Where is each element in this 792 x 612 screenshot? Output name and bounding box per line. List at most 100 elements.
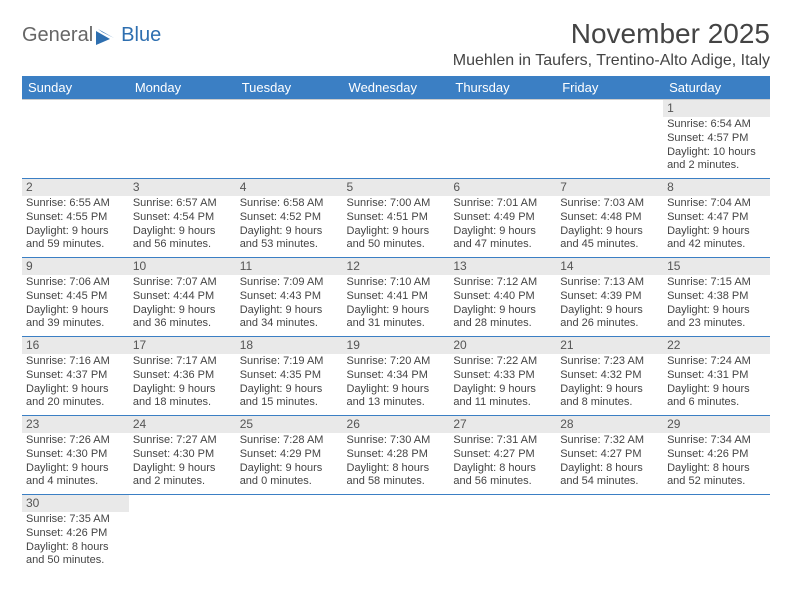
- day-info-line: Daylight: 10 hours: [667, 146, 766, 160]
- day-info-line: Sunset: 4:45 PM: [26, 290, 125, 304]
- day-content-cell: Sunrise: 6:54 AMSunset: 4:57 PMDaylight:…: [663, 117, 770, 179]
- day-info-line: and 50 minutes.: [347, 238, 446, 252]
- day-info-line: Daylight: 9 hours: [560, 304, 659, 318]
- daynum-row: 23242526272829: [22, 416, 770, 434]
- day-content-cell: Sunrise: 7:12 AMSunset: 4:40 PMDaylight:…: [449, 275, 556, 337]
- day-info-line: Sunrise: 7:27 AM: [133, 434, 232, 448]
- day-info-line: Sunset: 4:49 PM: [453, 211, 552, 225]
- day-content-cell: Sunrise: 7:06 AMSunset: 4:45 PMDaylight:…: [22, 275, 129, 337]
- day-content-cell: Sunrise: 7:30 AMSunset: 4:28 PMDaylight:…: [343, 433, 450, 495]
- day-info-line: Sunrise: 7:06 AM: [26, 276, 125, 290]
- day-info-line: Sunrise: 7:28 AM: [240, 434, 339, 448]
- day-number-cell: 8: [663, 179, 770, 197]
- logo-text-2: Blue: [121, 24, 161, 47]
- day-info-line: and 56 minutes.: [133, 238, 232, 252]
- day-content-cell: Sunrise: 7:03 AMSunset: 4:48 PMDaylight:…: [556, 196, 663, 258]
- day-number-cell: [449, 495, 556, 513]
- day-content-cell: Sunrise: 6:55 AMSunset: 4:55 PMDaylight:…: [22, 196, 129, 258]
- day-info-line: Sunset: 4:35 PM: [240, 369, 339, 383]
- day-number-cell: 6: [449, 179, 556, 197]
- day-content-cell: Sunrise: 7:07 AMSunset: 4:44 PMDaylight:…: [129, 275, 236, 337]
- day-content-cell: Sunrise: 7:27 AMSunset: 4:30 PMDaylight:…: [129, 433, 236, 495]
- day-info-line: Sunset: 4:31 PM: [667, 369, 766, 383]
- day-number-cell: 24: [129, 416, 236, 434]
- day-number-cell: 18: [236, 337, 343, 355]
- day-info-line: and 53 minutes.: [240, 238, 339, 252]
- day-info-line: Sunrise: 7:26 AM: [26, 434, 125, 448]
- day-content-cell: Sunrise: 7:20 AMSunset: 4:34 PMDaylight:…: [343, 354, 450, 416]
- day-content-cell: Sunrise: 7:35 AMSunset: 4:26 PMDaylight:…: [22, 512, 129, 573]
- day-content-cell: [449, 117, 556, 179]
- day-info-line: Sunrise: 7:24 AM: [667, 355, 766, 369]
- day-content-cell: Sunrise: 7:28 AMSunset: 4:29 PMDaylight:…: [236, 433, 343, 495]
- day-info-line: Daylight: 8 hours: [453, 462, 552, 476]
- day-info-line: Sunrise: 6:54 AM: [667, 118, 766, 132]
- day-info-line: Daylight: 8 hours: [560, 462, 659, 476]
- day-number-cell: [343, 100, 450, 118]
- day-content-cell: Sunrise: 7:10 AMSunset: 4:41 PMDaylight:…: [343, 275, 450, 337]
- day-info-line: and 13 minutes.: [347, 396, 446, 410]
- day-content-cell: [556, 117, 663, 179]
- daynum-row: 2345678: [22, 179, 770, 197]
- day-content-cell: Sunrise: 7:15 AMSunset: 4:38 PMDaylight:…: [663, 275, 770, 337]
- day-content-cell: Sunrise: 7:22 AMSunset: 4:33 PMDaylight:…: [449, 354, 556, 416]
- daynum-row: 16171819202122: [22, 337, 770, 355]
- day-info-line: Sunrise: 6:58 AM: [240, 197, 339, 211]
- day-content-cell: [343, 512, 450, 573]
- day-info-line: and 31 minutes.: [347, 317, 446, 331]
- day-info-line: and 2 minutes.: [667, 159, 766, 173]
- day-info-line: Sunset: 4:47 PM: [667, 211, 766, 225]
- day-info-line: Sunrise: 7:15 AM: [667, 276, 766, 290]
- day-info-line: Sunrise: 7:01 AM: [453, 197, 552, 211]
- day-info-line: and 59 minutes.: [26, 238, 125, 252]
- day-number-cell: 10: [129, 258, 236, 276]
- daynum-row: 1: [22, 100, 770, 118]
- day-number-cell: 14: [556, 258, 663, 276]
- day-header: Tuesday: [236, 76, 343, 100]
- page-header: General Blue November 2025 Muehlen in Ta…: [22, 18, 770, 70]
- day-content-cell: [556, 512, 663, 573]
- content-row: Sunrise: 7:26 AMSunset: 4:30 PMDaylight:…: [22, 433, 770, 495]
- day-info-line: Sunset: 4:55 PM: [26, 211, 125, 225]
- day-number-cell: [129, 100, 236, 118]
- day-info-line: Sunset: 4:34 PM: [347, 369, 446, 383]
- day-info-line: Daylight: 9 hours: [26, 462, 125, 476]
- day-info-line: Sunset: 4:27 PM: [560, 448, 659, 462]
- day-info-line: and 6 minutes.: [667, 396, 766, 410]
- day-info-line: Daylight: 9 hours: [667, 225, 766, 239]
- day-info-line: Daylight: 9 hours: [133, 462, 232, 476]
- day-info-line: Daylight: 9 hours: [347, 225, 446, 239]
- day-content-cell: Sunrise: 7:01 AMSunset: 4:49 PMDaylight:…: [449, 196, 556, 258]
- day-info-line: Sunrise: 7:13 AM: [560, 276, 659, 290]
- day-content-cell: [236, 117, 343, 179]
- day-header: Wednesday: [343, 76, 450, 100]
- day-info-line: and 28 minutes.: [453, 317, 552, 331]
- day-number-cell: 2: [22, 179, 129, 197]
- day-number-cell: 25: [236, 416, 343, 434]
- day-info-line: Daylight: 9 hours: [133, 383, 232, 397]
- content-row: Sunrise: 6:54 AMSunset: 4:57 PMDaylight:…: [22, 117, 770, 179]
- daynum-row: 9101112131415: [22, 258, 770, 276]
- day-number-cell: 9: [22, 258, 129, 276]
- day-info-line: Sunset: 4:43 PM: [240, 290, 339, 304]
- day-info-line: Daylight: 8 hours: [26, 541, 125, 555]
- day-info-line: Daylight: 9 hours: [560, 225, 659, 239]
- day-content-cell: Sunrise: 6:58 AMSunset: 4:52 PMDaylight:…: [236, 196, 343, 258]
- day-number-cell: [129, 495, 236, 513]
- day-number-cell: 7: [556, 179, 663, 197]
- day-info-line: Sunrise: 7:17 AM: [133, 355, 232, 369]
- day-content-cell: [236, 512, 343, 573]
- day-content-cell: Sunrise: 7:04 AMSunset: 4:47 PMDaylight:…: [663, 196, 770, 258]
- day-info-line: Sunset: 4:30 PM: [26, 448, 125, 462]
- day-info-line: Sunrise: 7:31 AM: [453, 434, 552, 448]
- day-info-line: Daylight: 8 hours: [667, 462, 766, 476]
- day-number-cell: 4: [236, 179, 343, 197]
- day-content-cell: Sunrise: 7:23 AMSunset: 4:32 PMDaylight:…: [556, 354, 663, 416]
- day-info-line: Daylight: 9 hours: [26, 225, 125, 239]
- day-info-line: Sunset: 4:48 PM: [560, 211, 659, 225]
- day-info-line: Sunset: 4:26 PM: [26, 527, 125, 541]
- calendar-table: Sunday Monday Tuesday Wednesday Thursday…: [22, 76, 770, 573]
- day-number-cell: 16: [22, 337, 129, 355]
- day-info-line: Sunrise: 7:03 AM: [560, 197, 659, 211]
- day-content-cell: Sunrise: 7:09 AMSunset: 4:43 PMDaylight:…: [236, 275, 343, 337]
